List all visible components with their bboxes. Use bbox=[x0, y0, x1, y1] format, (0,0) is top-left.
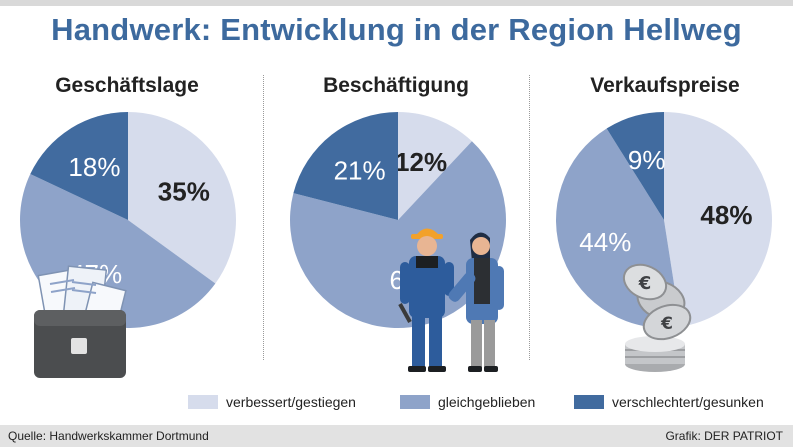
pie-geschaeftslage: 35%47%18% bbox=[19, 112, 237, 329]
legend-item-verbessert: verbessert/gestiegen bbox=[188, 393, 356, 411]
divider-left bbox=[263, 75, 264, 360]
pie-verkaufspreise: 48% 44% 9% bbox=[555, 112, 773, 329]
legend-label-gleich: gleichgeblieben bbox=[438, 394, 536, 410]
pie-0-slice-verschlechtert bbox=[30, 112, 128, 220]
legend-label-verschlechtert: verschlechtert/gesunken bbox=[612, 394, 764, 410]
legend-item-verschlechtert: verschlechtert/gesunken bbox=[574, 393, 764, 411]
legend-swatch-verbessert bbox=[188, 395, 218, 409]
svg-text:€: € bbox=[638, 273, 652, 294]
pie-1-label-verbessert: 12% bbox=[395, 147, 447, 177]
legend-label-verbessert: verbessert/gestiegen bbox=[226, 394, 356, 410]
divider-right bbox=[529, 75, 530, 360]
pie-0-slice-verbessert bbox=[128, 112, 237, 284]
chart-title-geschaeftslage: Geschäftslage bbox=[55, 74, 199, 97]
source-text: Quelle: Handwerkskammer Dortmund bbox=[8, 429, 209, 443]
briefcase-icon bbox=[34, 265, 127, 378]
pie-1-label-verschlechtert: 21% bbox=[334, 156, 386, 186]
pie-1-slice-verbessert bbox=[398, 112, 472, 220]
svg-text:€: € bbox=[660, 314, 673, 334]
page-title: Handwerk: Entwicklung in der Region Hell… bbox=[51, 12, 742, 47]
pie-2-slice-verbessert bbox=[664, 112, 773, 327]
footer-bar bbox=[0, 425, 793, 447]
legend-swatch-gleich bbox=[400, 395, 430, 409]
pie-2-label-gleich: 44% bbox=[579, 227, 631, 257]
legend-swatch-verschlechtert bbox=[574, 395, 604, 409]
chart-title-beschaeftigung: Beschäftigung bbox=[323, 74, 469, 97]
euro-coins-icon: € € bbox=[622, 263, 692, 372]
pie-2-label-verbessert: 48% bbox=[700, 200, 752, 230]
pie-1-slice-verschlechtert bbox=[293, 112, 398, 220]
workers-icon bbox=[398, 228, 504, 372]
pie-2-label-verschlechtert: 9% bbox=[628, 145, 666, 175]
pie-2-slice-verschlechtert bbox=[606, 112, 664, 220]
top-bar bbox=[0, 0, 793, 6]
chart-title-verkaufspreise: Verkaufspreise bbox=[590, 74, 740, 97]
legend-item-gleich: gleichgeblieben bbox=[400, 393, 535, 411]
pie-0-label-verschlechtert: 18% bbox=[68, 152, 120, 182]
credit-text: Grafik: DER PATRIOT bbox=[665, 429, 783, 443]
pie-0-label-verbessert: 35% bbox=[158, 177, 210, 207]
